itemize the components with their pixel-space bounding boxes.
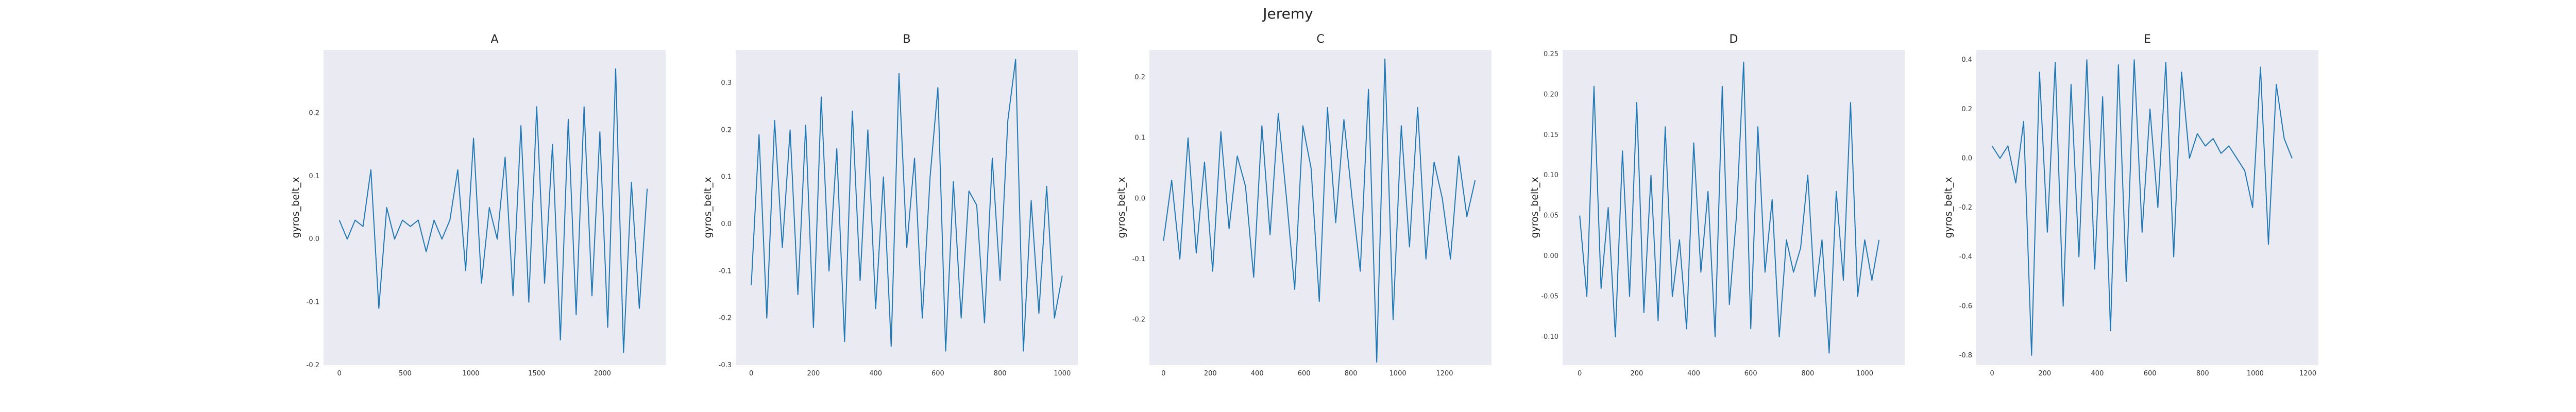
y-axis-label: gyros_belt_x	[702, 177, 714, 238]
x-tick-label: 800	[994, 370, 1007, 377]
y-axis-label: gyros_belt_x	[1529, 177, 1540, 238]
figure-title: Jeremy	[1263, 5, 1313, 22]
y-tick-label: 0.3	[721, 79, 732, 87]
y-tick-label: -0.1	[307, 299, 319, 306]
x-tick-label: 800	[2196, 370, 2209, 377]
panel-title: B	[903, 33, 910, 46]
y-tick-label: 0.1	[1134, 134, 1145, 142]
y-tick-label: 0.4	[1961, 56, 1972, 64]
x-tick-label: 0	[1578, 370, 1582, 377]
panel-title: D	[1730, 33, 1738, 46]
y-tick-label: 0.2	[1961, 106, 1972, 113]
y-axis-label: gyros_belt_x	[1116, 177, 1127, 238]
y-tick-label: -0.3	[719, 362, 732, 369]
x-tick-label: 800	[1345, 370, 1358, 377]
x-tick-label: 400	[2091, 370, 2104, 377]
y-tick-label: 0.00	[1544, 252, 1558, 260]
x-tick-label: 600	[931, 370, 944, 377]
panel-title: E	[2144, 33, 2151, 46]
y-tick-label: 0.05	[1544, 212, 1558, 220]
x-tick-label: 400	[869, 370, 882, 377]
series-line	[751, 59, 1063, 352]
plot-area	[736, 50, 1078, 365]
plot-area	[1563, 50, 1905, 365]
y-tick-label: -0.4	[1959, 253, 1972, 261]
x-tick-label: 0	[337, 370, 342, 377]
y-tick-label: -0.2	[1959, 204, 1972, 212]
x-tick-label: 0	[749, 370, 753, 377]
y-tick-label: 0.1	[309, 173, 319, 180]
x-tick-label: 200	[1204, 370, 1217, 377]
plot-area	[1149, 50, 1492, 365]
y-tick-label: 0.2	[309, 109, 319, 117]
y-tick-label: -0.8	[1959, 352, 1972, 359]
panel-title: C	[1316, 33, 1324, 46]
x-tick-label: 400	[1251, 370, 1264, 377]
x-tick-label: 1200	[1436, 370, 1453, 377]
x-tick-label: 1000	[1856, 370, 1873, 377]
series-line	[1163, 58, 1476, 363]
x-tick-label: 200	[807, 370, 820, 377]
y-tick-label: 0.2	[721, 126, 732, 134]
x-tick-label: 0	[1161, 370, 1165, 377]
x-tick-label: 1200	[2299, 370, 2316, 377]
x-tick-label: 1000	[1389, 370, 1406, 377]
x-tick-label: 600	[1298, 370, 1311, 377]
x-tick-label: 600	[2144, 370, 2157, 377]
y-tick-label: 0.1	[721, 174, 732, 181]
y-tick-label: -0.2	[1132, 316, 1145, 324]
y-tick-label: -0.2	[719, 315, 732, 322]
series-line	[1991, 59, 2293, 356]
y-tick-label: 0.10	[1544, 171, 1558, 179]
y-tick-label: 0.20	[1544, 91, 1558, 98]
y-tick-label: 0.25	[1544, 50, 1558, 58]
series-line	[338, 68, 648, 353]
x-tick-label: 200	[1630, 370, 1643, 377]
y-tick-label: 0.0	[721, 220, 732, 228]
panel-title: A	[490, 33, 498, 46]
y-tick-label: 0.0	[309, 235, 319, 243]
x-tick-label: 1000	[2247, 370, 2264, 377]
y-tick-label: 0.0	[1961, 154, 1972, 162]
x-tick-label: 2000	[594, 370, 611, 377]
y-tick-label: -0.1	[1132, 255, 1145, 263]
y-axis-label: gyros_belt_x	[290, 177, 301, 238]
y-axis-label: gyros_belt_x	[1943, 177, 1954, 238]
x-tick-label: 600	[1744, 370, 1757, 377]
y-tick-label: 0.15	[1544, 131, 1558, 139]
x-tick-label: 1000	[462, 370, 479, 377]
x-tick-label: 800	[1801, 370, 1814, 377]
x-tick-label: 200	[2038, 370, 2051, 377]
x-tick-label: 500	[399, 370, 412, 377]
plot-area	[1976, 50, 2318, 365]
y-tick-label: -0.05	[1541, 293, 1558, 301]
x-tick-label: 1500	[528, 370, 545, 377]
x-tick-label: 400	[1687, 370, 1700, 377]
x-tick-label: 1000	[1054, 370, 1071, 377]
series-line	[1579, 61, 1880, 354]
y-tick-label: -0.6	[1959, 302, 1972, 310]
y-tick-label: 0.2	[1134, 74, 1145, 81]
y-tick-label: 0.0	[1134, 195, 1145, 202]
x-tick-label: 0	[1990, 370, 1994, 377]
y-tick-label: -0.10	[1541, 333, 1558, 341]
y-tick-label: -0.1	[719, 267, 732, 275]
y-tick-label: -0.2	[307, 362, 319, 369]
